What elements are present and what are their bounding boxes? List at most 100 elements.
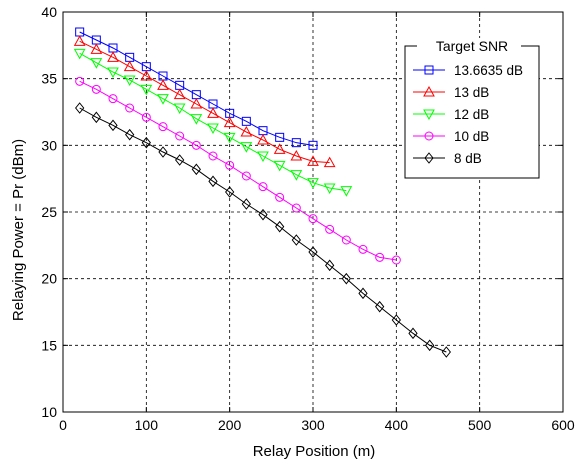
axes	[62, 11, 564, 413]
data-point	[290, 170, 303, 181]
data-point	[90, 43, 103, 54]
data-point	[291, 234, 301, 246]
data-point	[408, 327, 418, 340]
x-tick-label: 300	[301, 417, 325, 433]
data-point	[257, 151, 269, 163]
data-point	[191, 163, 201, 176]
data-point	[341, 272, 351, 285]
data-point	[290, 149, 303, 161]
y-tick-label: 25	[41, 204, 57, 220]
data-point	[307, 155, 319, 166]
legend-label: 8 dB	[454, 151, 482, 166]
legend-label: 13.6635 dB	[454, 63, 523, 78]
legend-label: 10 dB	[454, 129, 489, 144]
data-point	[258, 182, 268, 192]
data-point	[375, 300, 385, 313]
data-point	[140, 84, 153, 96]
data-point	[125, 128, 135, 141]
legend-title: Target SNR	[436, 38, 508, 54]
data-point	[273, 143, 286, 154]
data-point	[375, 252, 385, 262]
data-point	[325, 224, 335, 234]
data-point	[91, 111, 101, 124]
data-point	[340, 186, 353, 197]
x-axis-label: Relay Position (m)	[253, 443, 376, 460]
data-point	[140, 69, 153, 81]
tick-labels: 0 100 200 300 400 500 600 10 15 20 25 30 35 40	[41, 4, 574, 433]
series-0	[75, 27, 318, 150]
legend-title-background	[417, 38, 521, 54]
legend-marker	[424, 131, 434, 141]
data-point	[258, 208, 268, 221]
data-point	[123, 60, 136, 72]
data-point	[123, 75, 136, 87]
data-point	[125, 103, 135, 113]
data-point	[223, 132, 236, 144]
legend-label: 13 dB	[454, 85, 489, 100]
legend-marker	[423, 109, 435, 121]
data-point	[157, 94, 169, 105]
data-point	[291, 138, 301, 148]
x-tick-label: 100	[135, 417, 159, 433]
legend-item: 13 dB	[413, 85, 489, 100]
data-point	[207, 107, 219, 118]
data-point	[108, 119, 118, 132]
data-point	[275, 220, 285, 233]
data-point	[225, 186, 235, 198]
x-tick-label: 500	[468, 417, 492, 433]
data-point	[358, 287, 368, 300]
data-point	[241, 198, 251, 210]
legend-box	[404, 45, 540, 179]
data-point	[173, 103, 186, 115]
data-point	[308, 246, 318, 258]
data-point	[391, 314, 401, 326]
data-point	[223, 116, 236, 128]
data-point	[191, 140, 201, 150]
data-point	[275, 192, 285, 202]
data-point	[175, 154, 185, 166]
data-point	[190, 114, 203, 125]
data-point	[273, 160, 286, 172]
legend-item: 8 dB	[413, 151, 482, 166]
series-line	[79, 40, 330, 164]
data-point	[208, 175, 218, 188]
series-2	[73, 48, 353, 197]
data-point	[190, 97, 203, 109]
data-point	[275, 132, 285, 142]
data-point	[141, 136, 151, 149]
x-tick-label: 200	[218, 417, 242, 433]
data-point	[291, 203, 301, 213]
data-point	[75, 102, 85, 114]
y-axis-label: Relaying Power = Pr (dBm)	[10, 139, 27, 321]
y-tick-label: 35	[41, 71, 57, 87]
legend: Target SNR 13.6635 dB 13 dB 12 dB 10 dB 8 dB	[404, 38, 540, 179]
legend-marker	[423, 85, 435, 97]
legend-items: 13.6635 dB 13 dB 12 dB 10 dB 8 dB	[413, 63, 523, 166]
data-point	[425, 339, 435, 352]
data-point	[308, 214, 318, 224]
data-point	[158, 146, 168, 158]
data-point	[323, 183, 336, 195]
data-point	[75, 76, 85, 86]
data-point	[325, 259, 335, 272]
series-1	[73, 35, 336, 168]
y-tick-label: 15	[41, 337, 57, 353]
data-point	[208, 151, 218, 161]
data-point	[358, 244, 368, 254]
data-point	[73, 35, 86, 46]
data-point	[241, 116, 251, 126]
x-tick-label: 400	[385, 417, 409, 433]
data-point	[323, 156, 336, 168]
data-point	[391, 255, 401, 265]
data-point	[257, 133, 269, 145]
series-4	[75, 102, 451, 358]
data-point	[107, 51, 119, 62]
legend-marker	[424, 152, 434, 164]
x-tick-label: 0	[59, 417, 67, 433]
data-point	[341, 235, 351, 245]
legend-item: 12 dB	[413, 107, 489, 122]
data-point	[157, 79, 169, 90]
series-layer	[73, 27, 451, 358]
series-3	[75, 76, 401, 265]
